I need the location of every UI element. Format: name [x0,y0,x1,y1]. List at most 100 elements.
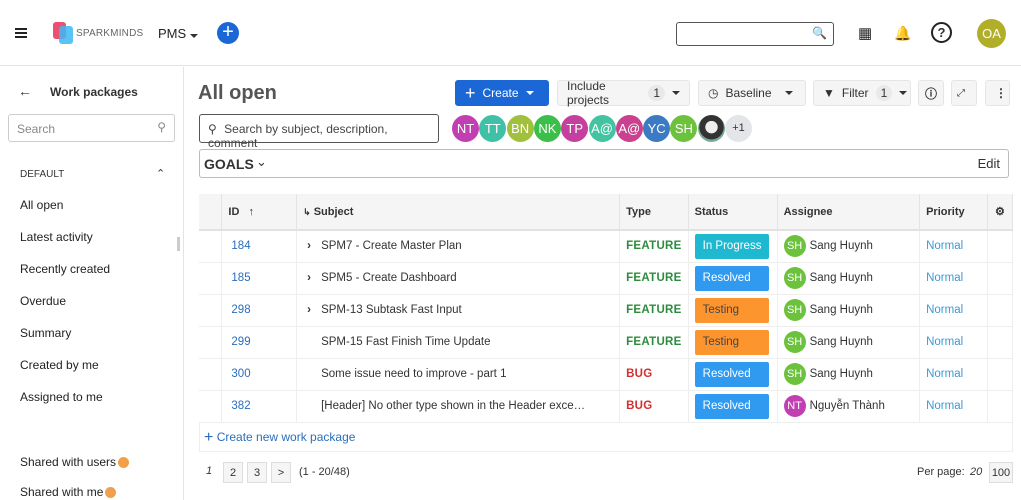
column-header-assignee[interactable]: Assignee [777,194,921,231]
sidebar-item-overdue[interactable]: Overdue [20,294,67,308]
status-badge[interactable]: In Progress [694,233,769,259]
row-select-cell[interactable] [199,262,223,295]
column-header-type[interactable]: Type [619,194,689,231]
global-search-input[interactable]: 🔍 [676,22,834,46]
row-select-cell[interactable] [199,390,223,423]
column-header-status[interactable]: Status [688,194,778,231]
table-row[interactable]: 299 SPM-15 Fast Finish Time Update FEATU… [199,326,1014,359]
per-page-20[interactable]: 20 [970,466,983,478]
sidebar-item-all-open[interactable]: All open [20,198,64,212]
row-select-cell[interactable] [199,358,223,391]
wp-id-link[interactable]: 299 [221,326,298,359]
chevron-down-icon[interactable]: ⌄ [256,154,267,169]
per-page-100[interactable]: 100 [989,462,1013,483]
logo[interactable]: SPARKMINDS [53,22,143,44]
bell-icon[interactable]: 🔔 [894,25,912,41]
sidebar-item-recently-created[interactable]: Recently created [20,262,111,276]
include-projects-button[interactable]: Include projects 1 [557,79,690,107]
status-cell[interactable]: Resolved [688,390,778,423]
avatar-filter[interactable]: BN [506,115,534,142]
status-badge[interactable]: Testing [694,297,769,323]
table-row[interactable]: 184 › SPM7 - Create Master Plan FEATURE I… [199,230,1014,263]
sidebar-search-input[interactable]: Search ⚲ [8,114,175,142]
sidebar-item-shared-with-me[interactable]: Shared with me [20,485,117,499]
wp-id-link[interactable]: 300 [221,358,298,391]
subject-cell[interactable]: Some issue need to improve - part 1 [296,358,621,391]
table-row[interactable]: 185 › SPM5 - Create Dashboard FEATURE Res… [199,262,1014,295]
type-cell[interactable]: BUG [619,390,689,423]
avatar-filter[interactable]: NK [533,115,561,142]
more-avatars-button[interactable]: +1 [725,115,752,142]
column-header-id[interactable]: ID ↑ [221,194,298,231]
subject-cell[interactable]: › SPM5 - Create Dashboard [296,262,621,295]
chevron-right-icon[interactable]: › [307,240,311,253]
assignee-cell[interactable]: SH Sang Huynh [777,294,921,327]
avatar-filter[interactable]: SH [670,115,698,142]
subject-cell[interactable]: › SPM7 - Create Master Plan [296,230,621,263]
chevron-right-icon[interactable]: › [307,272,311,284]
fullscreen-button[interactable]: ⤢ [951,80,977,106]
avatar-filter[interactable]: NT [452,115,479,142]
assignee-cell[interactable]: SH Sang Huynh [777,326,921,359]
avatar-filter[interactable]: YC [643,115,671,142]
baseline-button[interactable]: ◷ Baseline [698,80,806,106]
avatar-filter[interactable]: TT [479,115,507,142]
priority-cell[interactable]: Normal [919,294,988,327]
assignee-cell[interactable]: NT Nguyễn Thành [777,390,921,423]
priority-cell[interactable]: Normal [919,326,988,359]
sidebar-item-summary[interactable]: Summary [20,326,72,340]
avatar-filter[interactable]: A@ [588,115,616,142]
row-select-cell[interactable] [199,326,223,359]
menu-icon[interactable] [15,28,27,38]
sidebar-scrollbar[interactable] [177,237,180,251]
edit-button[interactable]: Edit [977,156,1000,171]
sidebar-item-assigned-to-me[interactable]: Assigned to me [20,390,103,404]
avatar-filter[interactable] [697,115,725,142]
status-badge[interactable]: Resolved [694,393,769,419]
quick-add-button[interactable]: + [217,22,239,44]
row-select-cell[interactable] [199,294,223,327]
wp-id-link[interactable]: 298 [221,294,298,327]
status-badge[interactable]: Resolved [694,265,769,291]
page-2-button[interactable]: 2 [223,462,243,483]
priority-cell[interactable]: Normal [919,358,988,391]
priority-cell[interactable]: Normal [919,230,988,263]
status-cell[interactable]: Resolved [688,262,778,295]
type-cell[interactable]: BUG [619,358,689,391]
sidebar-item-shared-with-users[interactable]: Shared with users [20,455,130,469]
page-3-button[interactable]: 3 [247,462,267,483]
assignee-cell[interactable]: SH Sang Huynh [777,230,921,263]
goals-bar[interactable]: GOALS ⌄ Edit [199,149,1009,178]
avatar-filter[interactable]: A@ [615,115,643,142]
info-button[interactable]: ⓘ [918,80,944,106]
more-button[interactable]: ⋮ [985,80,1010,106]
type-cell[interactable]: FEATURE [619,262,689,295]
subject-cell[interactable]: SPM-15 Fast Finish Time Update [296,326,621,359]
subject-cell[interactable]: › SPM-13 Subtask Fast Input [296,294,621,327]
project-selector[interactable]: PMS [158,26,198,41]
sidebar-item-created-by-me[interactable]: Created by me [20,358,99,372]
chevron-right-icon[interactable]: › [307,304,311,316]
type-cell[interactable]: FEATURE [619,294,689,327]
priority-cell[interactable]: Normal [919,262,988,295]
create-new-work-package-link[interactable]: + Create new work package [199,422,1013,452]
status-cell[interactable]: Resolved [688,358,778,391]
wp-id-link[interactable]: 382 [221,390,298,423]
chevron-up-icon[interactable]: ⌃ [156,168,166,180]
subject-cell[interactable]: [Header] No other type shown in the Head… [296,390,621,423]
status-badge[interactable]: Testing [694,329,769,355]
row-select-cell[interactable] [199,230,223,263]
user-avatar[interactable]: OA [977,19,1006,48]
status-cell[interactable]: Testing [688,326,778,359]
priority-cell[interactable]: Normal [919,390,988,423]
status-cell[interactable]: Testing [688,294,778,327]
help-icon[interactable]: ? [931,22,952,43]
sidebar-item-latest-activity[interactable]: Latest activity [20,230,93,244]
status-cell[interactable]: In Progress [688,230,778,263]
gear-icon[interactable]: ⚙ [987,194,1014,231]
filter-button[interactable]: ▼ Filter 1 [813,80,911,106]
back-arrow-icon[interactable]: ← [18,83,32,99]
type-cell[interactable]: FEATURE [619,230,689,263]
assignee-cell[interactable]: SH Sang Huynh [777,262,921,295]
modules-grid-icon[interactable]: ▦ [858,25,873,42]
